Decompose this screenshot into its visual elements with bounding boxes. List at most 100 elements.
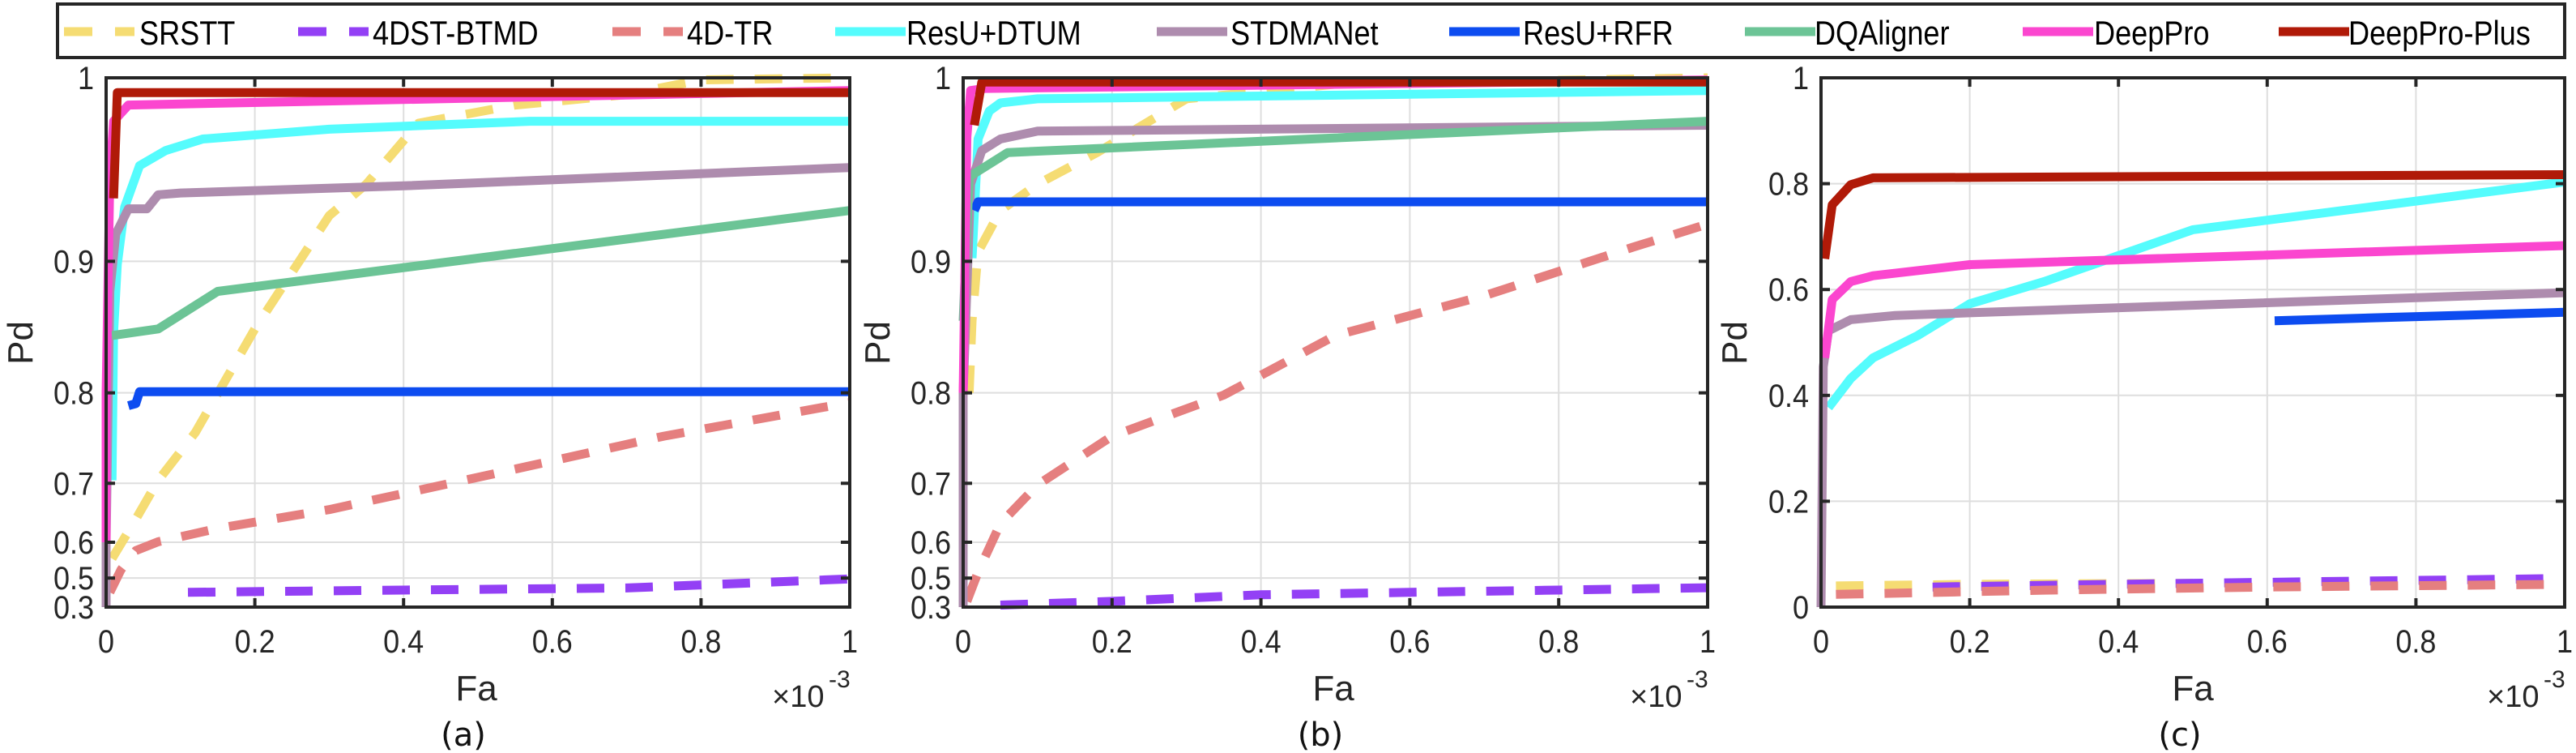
y-tick-label: 0.7 <box>53 467 94 503</box>
x-tick-label: 0.2 <box>1950 624 1990 660</box>
legend-entry-deeppro-plus: DeepPro-Plus <box>2279 15 2531 53</box>
multiplier-base: ×10 <box>772 680 824 714</box>
legend-entry-4dst-btmd: 4DST-BTMD <box>298 15 539 53</box>
legend-entry-deeppro: DeepPro <box>2023 15 2210 53</box>
plot-area <box>1821 78 2565 607</box>
axes-box <box>104 76 851 609</box>
series-line-resu-rfr <box>970 197 1708 212</box>
x-tick-label: 0.6 <box>532 624 573 660</box>
legend-label: STDMANet <box>1230 15 1379 53</box>
y-tick-label: 0.9 <box>53 245 94 280</box>
x-tick-label: 0.4 <box>2098 624 2139 660</box>
legend-entry-stdmanet: STDMANet <box>1157 15 1379 53</box>
multiplier-exponent: -3 <box>1687 666 1708 693</box>
x-axis-label: Fa <box>455 669 497 708</box>
y-tick-label: 1 <box>935 61 951 96</box>
y-tick-label: 0.2 <box>1768 485 1809 520</box>
y-tick-label: 0.6 <box>911 525 951 561</box>
series-line-resu-dtum <box>1824 178 2565 411</box>
multiplier-base: ×10 <box>1630 680 1682 714</box>
plot-area <box>963 78 1708 607</box>
x-tick-label: 1 <box>2557 624 2573 660</box>
y-axis-label: Pd <box>1 321 41 365</box>
legend-entry-resu-dtum: ResU+DTUM <box>835 15 1081 53</box>
panel-label: (c) <box>2158 717 2201 753</box>
x-tick-label: 0.6 <box>1389 624 1430 660</box>
grid <box>1821 78 2565 607</box>
series-line-4d-tr <box>1836 580 2565 599</box>
y-tick-label: 0.8 <box>1768 167 1809 203</box>
panel-label: (b) <box>1298 717 1344 753</box>
y-tick-label: 0.3 <box>53 590 94 626</box>
x-tick-label: 0.4 <box>1241 624 1282 660</box>
chart-panel-c: 0 0.2 0.4 0.6 0.8 1 0 0.2 0.4 0.6 0.8 1 Fa Pd ×10-3 (c) <box>1715 61 2573 753</box>
axes-box <box>962 76 1709 609</box>
x-tick-label: 0.6 <box>2247 624 2288 660</box>
legend-label: DQAligner <box>1815 15 1950 53</box>
axes-box <box>1819 76 2566 609</box>
series-group <box>958 73 1709 610</box>
series-line-4d-tr <box>962 220 1709 603</box>
series-line-dqaligner <box>111 206 851 340</box>
y-tick-label: 1 <box>1793 61 1809 96</box>
grid <box>963 78 1708 607</box>
legend-entry-4d-tr: 4D-TR <box>612 15 773 53</box>
plot-area <box>106 78 850 607</box>
series-line-resu-dtum <box>107 117 850 481</box>
panel-label: (a) <box>441 717 486 753</box>
x-tick-label: 1 <box>1700 624 1716 660</box>
y-tick-label: 0.5 <box>911 561 951 597</box>
x-tick-label: 0 <box>955 624 971 660</box>
legend-entry-dqaligner: DQAligner <box>1745 15 1950 53</box>
series-line-stdmanet <box>1816 288 2565 608</box>
y-tick-label: 0.7 <box>911 467 951 503</box>
x-tick-label: 0.8 <box>2395 624 2436 660</box>
x-axis-multiplier: ×10-3 <box>2487 666 2565 714</box>
y-tick-label: 0.8 <box>53 376 94 412</box>
y-tick-label: 0.5 <box>53 561 94 597</box>
legend: SRSTT 4DST-BTMD 4D-TR ResU+DTUM STDMANet ResU… <box>56 2 2566 59</box>
y-tick-label: 0.4 <box>1768 379 1809 414</box>
x-axis-multiplier: ×10-3 <box>772 666 851 714</box>
series-line-4dst-btmd <box>187 574 851 597</box>
x-axis-label: Fa <box>1312 669 1354 708</box>
chart-panel-a: 0 0.2 0.4 0.6 0.8 10.30.50.60.70.80.91FaPd×10… <box>1 61 858 753</box>
series-line-deeppro-plus <box>1820 170 2565 260</box>
series-line-deeppro-plus <box>970 77 1708 126</box>
legend-entry-resu-rfr: ResU+RFR <box>1449 15 1674 53</box>
series-group <box>101 73 851 607</box>
chart-panel-b: 0 0.2 0.4 0.6 0.8 10.30.50.60.70.80.91FaPd×10… <box>858 61 1716 753</box>
y-tick-label: 1 <box>78 61 94 96</box>
x-tick-label: 0.8 <box>680 624 721 660</box>
x-axis-multiplier: ×10-3 <box>1630 666 1708 714</box>
x-tick-label: 0.2 <box>235 624 275 660</box>
legend-label: ResU+DTUM <box>906 15 1081 53</box>
x-tick-label: 0.8 <box>1538 624 1579 660</box>
legend-label: SRSTT <box>139 15 235 53</box>
y-tick-label: 0.6 <box>53 525 94 561</box>
x-tick-label: 1 <box>842 624 858 660</box>
y-axis-label: Pd <box>1715 321 1755 365</box>
y-axis-label: Pd <box>858 321 898 365</box>
series-line-deeppro-plus <box>109 88 850 199</box>
x-tick-label: 0.4 <box>383 624 424 660</box>
multiplier-base: ×10 <box>2487 680 2539 714</box>
series-line-4dst-btmd <box>1000 583 1708 610</box>
series-line-deeppro <box>1820 241 2565 359</box>
x-tick-label: 0 <box>1813 624 1829 660</box>
x-axis-label: Fa <box>2172 669 2214 708</box>
y-tick-label: 0.8 <box>911 376 951 412</box>
legend-label: 4D-TR <box>687 15 773 53</box>
x-tick-label: 0.2 <box>1092 624 1132 660</box>
legend-label: ResU+RFR <box>1523 15 1674 53</box>
y-tick-label: 0.9 <box>911 245 951 280</box>
series-line-resu-rfr <box>2274 307 2565 326</box>
multiplier-exponent: -3 <box>829 666 851 693</box>
series-line-resu-rfr <box>127 387 850 410</box>
y-tick-label: 0.3 <box>911 590 951 626</box>
legend-entry-srstt: SRSTT <box>64 15 235 53</box>
series-group <box>1816 170 2565 608</box>
x-tick-label: 0 <box>98 624 114 660</box>
legend-box <box>56 2 2566 59</box>
